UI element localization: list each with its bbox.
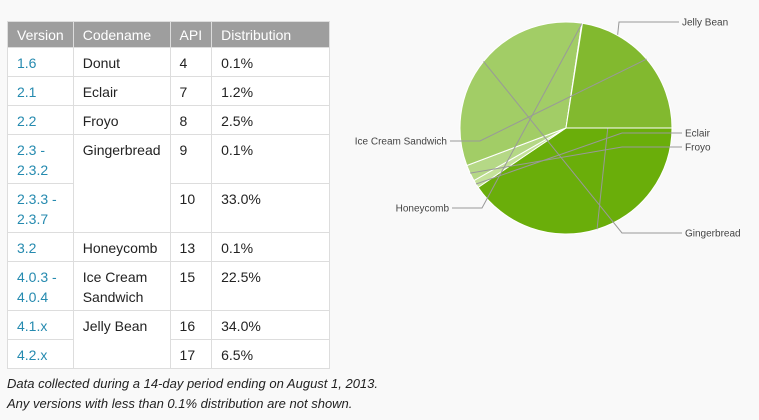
distribution-table: Version Codename API Distribution 1.6 Do… — [7, 21, 330, 369]
table-row: 2.3 - 2.3.2 Gingerbread 9 0.1% — [7, 134, 330, 233]
table-row: 4.1.x Jelly Bean 16 34.0% — [7, 310, 330, 369]
leader-line-eclair — [475, 132, 682, 185]
table-row: 4.0.3 - 4.0.4 Ice Cream Sandwich 15 22.5… — [7, 261, 330, 311]
version-link[interactable]: 2.1 — [7, 76, 74, 106]
codename-cell: Eclair — [72, 76, 171, 106]
codename-cell: Jelly Bean — [72, 310, 171, 369]
api-cell: 9 — [169, 134, 213, 184]
version-link[interactable]: 4.0.3 - 4.0.4 — [7, 261, 74, 311]
leader-line-jelly-bean — [596, 21, 679, 230]
version-link[interactable]: 2.3.3 - 2.3.7 — [7, 183, 74, 233]
table-row: 3.2 Honeycomb 13 0.1% — [7, 232, 330, 262]
leader-line-gingerbread — [483, 61, 682, 234]
header-api: API — [169, 21, 213, 48]
pie-label-jelly-bean: Jelly Bean — [682, 18, 728, 29]
api-cell: 16 — [169, 310, 213, 340]
distribution-cell: 34.0% — [211, 310, 330, 340]
pie-slice-ice-cream-sandwich — [565, 22, 673, 129]
distribution-cell: 33.0% — [211, 183, 330, 233]
codename-cell: Ice Cream Sandwich — [72, 261, 171, 311]
version-link[interactable]: 3.2 — [7, 232, 74, 262]
version-link[interactable]: 4.2.x — [7, 339, 74, 369]
distribution-cell: 2.5% — [211, 105, 330, 135]
distribution-cell: 1.2% — [211, 76, 330, 106]
header-codename: Codename — [72, 21, 171, 48]
codename-cell: Donut — [72, 47, 171, 77]
version-link[interactable]: 1.6 — [7, 47, 74, 77]
distribution-cell: 0.1% — [211, 47, 330, 77]
codename-cell: Honeycomb — [72, 232, 171, 262]
footnotes: Data collected during a 14-day period en… — [7, 374, 378, 414]
api-cell: 7 — [169, 76, 213, 106]
footnote: Any versions with less than 0.1% distrib… — [7, 396, 353, 411]
version-link[interactable]: 2.2 — [7, 105, 74, 135]
pie-label-gingerbread: Gingerbread — [685, 229, 741, 240]
api-cell: 13 — [169, 232, 213, 262]
pie-label-honeycomb: Honeycomb — [396, 204, 450, 215]
leader-line-froyo — [470, 146, 682, 174]
api-cell: 10 — [169, 183, 213, 233]
table-header-row: Version Codename API Distribution — [7, 21, 330, 48]
distribution-cell: 22.5% — [211, 261, 330, 311]
api-cell: 8 — [169, 105, 213, 135]
header-distribution: Distribution — [211, 21, 330, 48]
table-row: 2.3.3 - 2.3.7 10 33.0% — [7, 183, 330, 233]
table-row: 1.6 Donut 4 0.1% — [7, 47, 330, 77]
version-link[interactable]: 4.1.x — [7, 310, 74, 340]
footnote: Data collected during a 14-day period en… — [7, 376, 379, 391]
table-row: 4.2.x 17 6.5% — [7, 339, 330, 369]
distribution-pie-chart: Jelly Bean Eclair Froyo Gingerbread Honeycom… — [355, 18, 741, 240]
codename-cell: Gingerbread — [72, 134, 171, 233]
header-version: Version — [7, 21, 74, 48]
distribution-cell: 0.1% — [211, 232, 330, 262]
api-cell: 17 — [169, 339, 213, 369]
distribution-cell: 6.5% — [211, 339, 330, 369]
codename-cell: Froyo — [72, 105, 171, 135]
leader-line-honeycomb — [452, 22, 583, 209]
version-link[interactable]: 2.3 - 2.3.2 — [7, 134, 74, 184]
leader-line-ice-cream-sandwich — [450, 58, 647, 142]
pie-label-eclair: Eclair — [685, 129, 711, 140]
api-cell: 15 — [169, 261, 213, 311]
pie-label-ice-cream-sandwich: Ice Cream Sandwich — [355, 137, 447, 148]
api-cell: 4 — [169, 47, 213, 77]
table-row: 2.1 Eclair 7 1.2% — [7, 76, 330, 106]
distribution-cell: 0.1% — [211, 134, 330, 184]
pie-label-froyo: Froyo — [685, 143, 711, 154]
table-row: 2.2 Froyo 8 2.5% — [7, 105, 330, 135]
